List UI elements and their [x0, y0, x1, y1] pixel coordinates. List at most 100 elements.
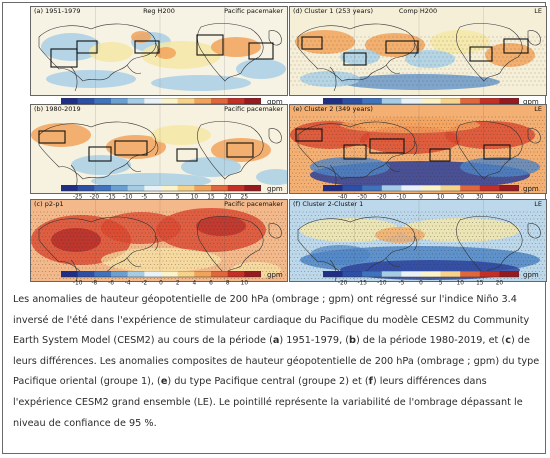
colorbar-swatch [342, 185, 363, 191]
colorbar-swatch [460, 185, 481, 191]
colorbar-swatch [177, 98, 195, 104]
colorbar-b: -25 -20 -15 -10 -5 0 5 10 15 20 25 gpm [61, 185, 283, 201]
colorbar-swatch [440, 98, 461, 104]
colorbar-swatch [111, 185, 128, 191]
region-box [295, 128, 323, 142]
colorbar-swatch [244, 98, 261, 104]
panel-d-label: (d) Cluster 1 (253 years) [293, 7, 374, 15]
colorbar-swatch [61, 98, 78, 104]
colorbar-tick-label: 0 [419, 195, 423, 201]
map-panel-b: (b) 1980-2019 Pacific pacemaker [30, 104, 288, 194]
region-box [226, 142, 254, 158]
panel-d-right-title: LE [534, 7, 542, 15]
region-box [469, 46, 493, 62]
caption-text-5: ) du type Pacifique central (groupe 2) e… [167, 376, 369, 388]
colorbar-f: -20 -15 -10 -5 0 5 10 15 20 gpm [323, 271, 539, 287]
colorbar-swatch [211, 98, 228, 104]
colorbar-swatch [127, 185, 145, 191]
colorbar-swatch [401, 98, 422, 104]
colorbar-swatch [77, 271, 95, 277]
colorbar-swatch [177, 185, 195, 191]
region-box [385, 40, 419, 54]
map-a-field [31, 7, 287, 95]
region-box [114, 140, 148, 156]
colorbar-swatch [342, 271, 363, 277]
colorbar-d-unit: gpm [523, 98, 539, 106]
colorbar-swatch [161, 271, 178, 277]
colorbar-swatch [211, 271, 228, 277]
colorbar-swatch [77, 98, 95, 104]
colorbar-swatch [161, 98, 178, 104]
anomaly-blob [181, 157, 241, 177]
region-box [429, 148, 451, 162]
colorbar-swatch [460, 271, 481, 277]
figure-caption: Les anomalies de hauteur géopotentielle … [13, 290, 545, 434]
map-e-field [290, 105, 546, 193]
colorbar-tick-label: -5 [141, 195, 147, 201]
panel-e-label: (e) Cluster 2 (349 years) [293, 105, 373, 113]
panel-f-right-title: LE [534, 200, 542, 208]
colorbar-tick-label: -4 [125, 281, 131, 287]
caption-text-2: ) 1951-1979, ( [279, 335, 350, 347]
anomaly-blob [151, 75, 251, 91]
colorbar-tick-label: -10 [123, 195, 133, 201]
region-box [369, 138, 405, 154]
anomaly-blob [211, 138, 271, 162]
colorbar-tick-label: -10 [397, 195, 407, 201]
map-panel-a: (a) 1951-1979 Reg H200 Pacific pacemaker [30, 6, 288, 96]
panel-d-center-title: Comp H200 [398, 7, 438, 15]
colorbar-swatch [127, 271, 145, 277]
anomaly-blob [131, 31, 151, 43]
colorbar-swatch [401, 271, 422, 277]
region-box [76, 40, 98, 54]
colorbar-swatch [362, 271, 383, 277]
panel-e-right-title: LE [534, 105, 542, 113]
colorbar-swatch [499, 185, 519, 191]
caption-text-6: ) leurs différences dans l'expérience CE… [13, 376, 523, 429]
anomaly-blob [151, 125, 211, 145]
coastlines [38, 23, 282, 92]
colorbar-swatch [77, 185, 95, 191]
colorbar-swatch [460, 98, 481, 104]
map-gridlines [354, 200, 484, 281]
colorbar-swatch [127, 98, 145, 104]
colorbar-tick-label: -2 [141, 281, 147, 287]
colorbar-swatch [479, 98, 500, 104]
map-panel-d: (d) Cluster 1 (253 years) Comp H200 LE [289, 6, 547, 96]
anomaly-blob [400, 218, 520, 242]
colorbar-swatch [144, 271, 162, 277]
colorbar-tick-label: 8 [226, 281, 230, 287]
panel-f-label: (f) Cluster 2-Cluster 1 [293, 200, 364, 208]
panel-b-label: (b) 1980-2019 [34, 105, 81, 113]
colorbar-swatch [94, 98, 112, 104]
colorbar-swatch [479, 271, 500, 277]
coastlines [297, 216, 541, 281]
colorbar-swatch [244, 271, 261, 277]
map-d-field [290, 7, 546, 95]
colorbar-swatch [111, 271, 128, 277]
colorbar-swatch [499, 271, 519, 277]
coastlines [38, 121, 282, 190]
anomaly-blob [360, 126, 460, 154]
caption-text-1: Les anomalies de hauteur géopotentielle … [13, 294, 530, 347]
colorbar-tick-label: 2 [176, 281, 180, 287]
panel-c-right-title: Pacific pacemaker [224, 200, 283, 208]
colorbar-tick-label: 10 [437, 195, 445, 201]
colorbar-tick-label: 10 [457, 281, 465, 287]
anomaly-blob [31, 123, 91, 147]
anomaly-blob [46, 70, 136, 88]
colorbar-swatch [421, 185, 441, 191]
region-box [50, 48, 78, 68]
figure-frame: (a) 1951-1979 Reg H200 Pacific pacemaker… [2, 2, 547, 454]
colorbar-swatch [194, 271, 212, 277]
caption-ref-a: a [272, 335, 280, 347]
colorbar-tick-label: -25 [73, 195, 83, 201]
colorbar-swatch [440, 185, 461, 191]
anomaly-blob [300, 218, 400, 242]
panel-b-right-title: Pacific pacemaker [224, 105, 283, 113]
colorbar-tick-label: 5 [439, 281, 443, 287]
colorbar-tick-label: 5 [176, 195, 180, 201]
colorbar-tick-label: -20 [90, 195, 100, 201]
region-box [38, 130, 66, 144]
map-c-field [31, 200, 287, 281]
